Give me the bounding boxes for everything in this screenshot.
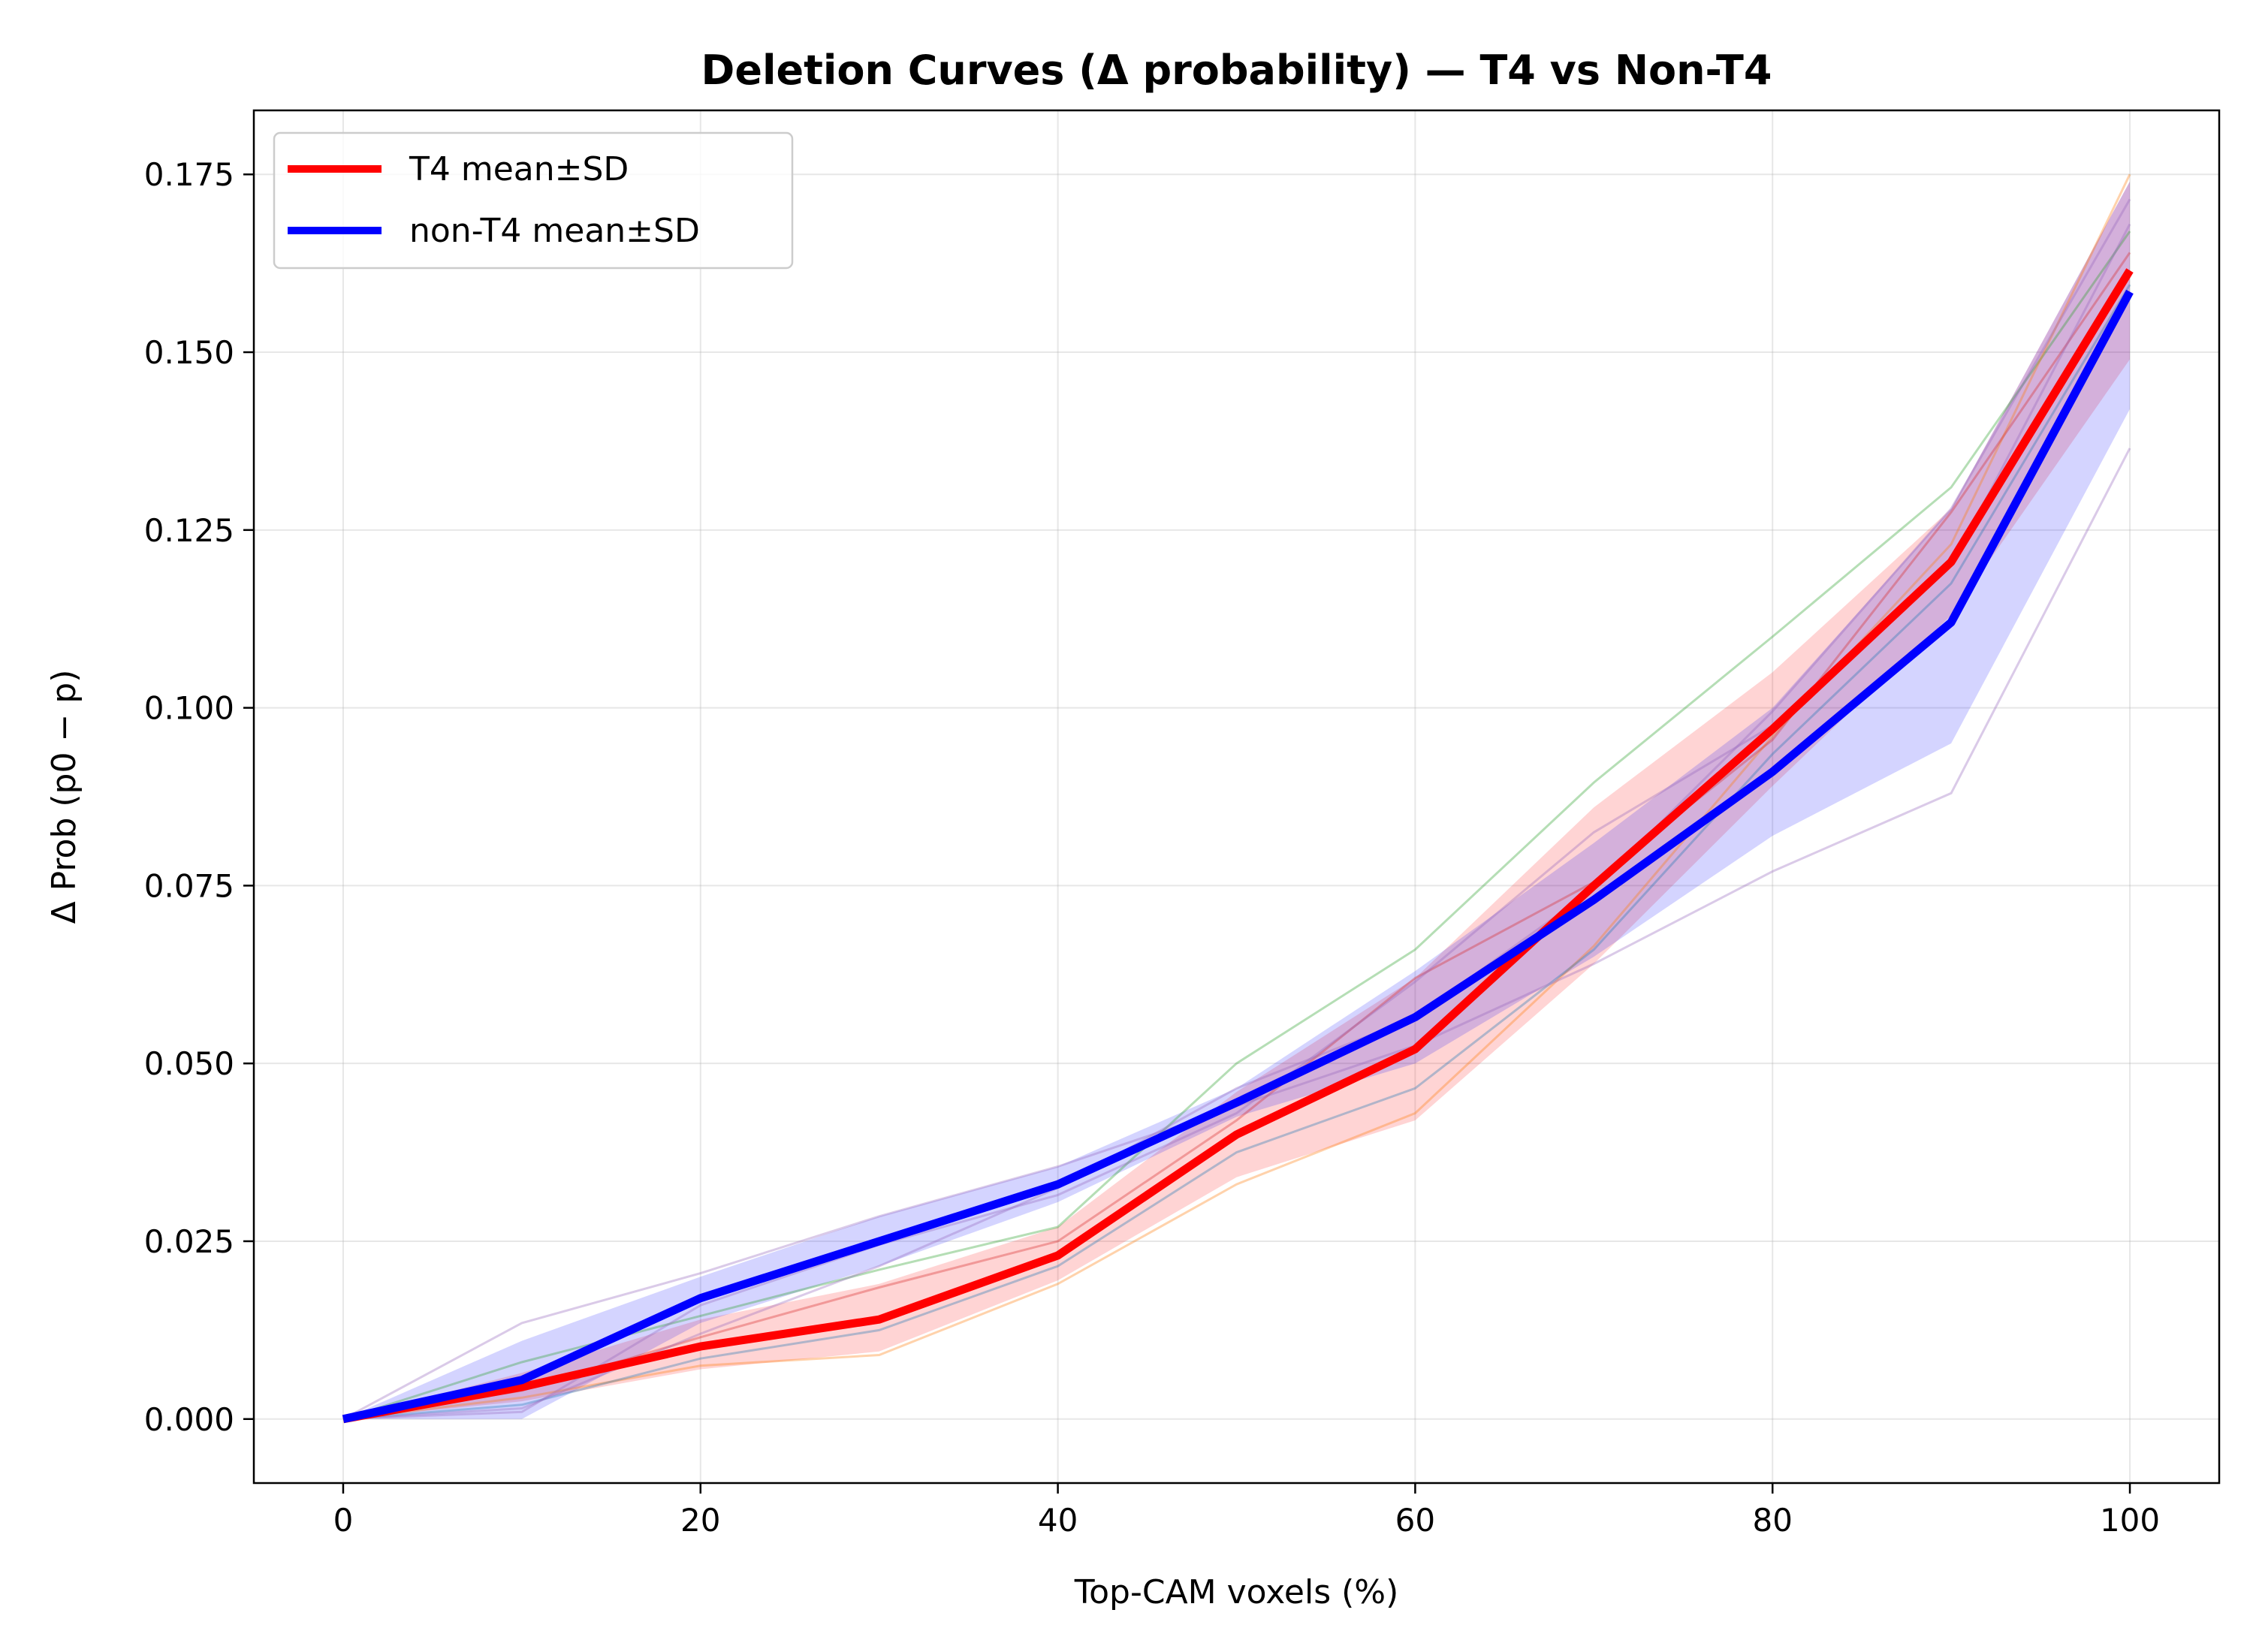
mean-line-non-t4 <box>342 289 2134 1424</box>
y-axis-label: Δ Prob (p0 − p) <box>45 670 83 924</box>
x-tick-label: 20 <box>680 1502 720 1539</box>
y-tick-label: 0.150 <box>144 334 234 371</box>
x-tick-label: 100 <box>2100 1502 2160 1539</box>
y-tick-label: 0.125 <box>144 512 234 549</box>
legend: T4 mean±SD non-T4 mean±SD <box>273 131 794 270</box>
y-tick-label: 0.025 <box>144 1223 234 1260</box>
sd-bands <box>343 181 2130 1419</box>
x-tick-label: 60 <box>1395 1502 1435 1539</box>
legend-box <box>273 131 794 270</box>
y-tick-label: 0.000 <box>144 1401 234 1438</box>
individual-trace-2 <box>342 252 2131 1421</box>
x-tick-label: 0 <box>333 1502 354 1539</box>
mean-line-t4 <box>342 268 2134 1424</box>
sd-band-non-t4 <box>343 181 2130 1419</box>
y-tick-label: 0.050 <box>144 1045 234 1082</box>
mean-lines <box>342 268 2134 1424</box>
x-axis-label: Top-CAM voxels (%) <box>1074 1573 1399 1611</box>
chart-title: Deletion Curves (Δ probability) — T4 vs … <box>701 47 1772 94</box>
legend-label-non-t4: non-T4 mean±SD <box>409 212 700 250</box>
y-tick-label: 0.175 <box>144 156 234 193</box>
plot-area-frame <box>252 109 2221 1485</box>
axis-ticks: 0 20 40 60 80 100 0.000 0.025 0.050 0.075 0.100 0.1… <box>144 156 2160 1539</box>
grid <box>254 110 2219 1483</box>
individual-trace-3 <box>342 284 2131 1421</box>
y-tick-label: 0.075 <box>144 867 234 904</box>
x-tick-label: 40 <box>1038 1502 1078 1539</box>
y-tick-label: 0.100 <box>144 690 234 727</box>
legend-label-t4: T4 mean±SD <box>409 150 629 188</box>
individual-trace-0 <box>342 231 2131 1421</box>
x-tick-label: 80 <box>1753 1502 1793 1539</box>
sd-band-t4 <box>343 181 2130 1419</box>
